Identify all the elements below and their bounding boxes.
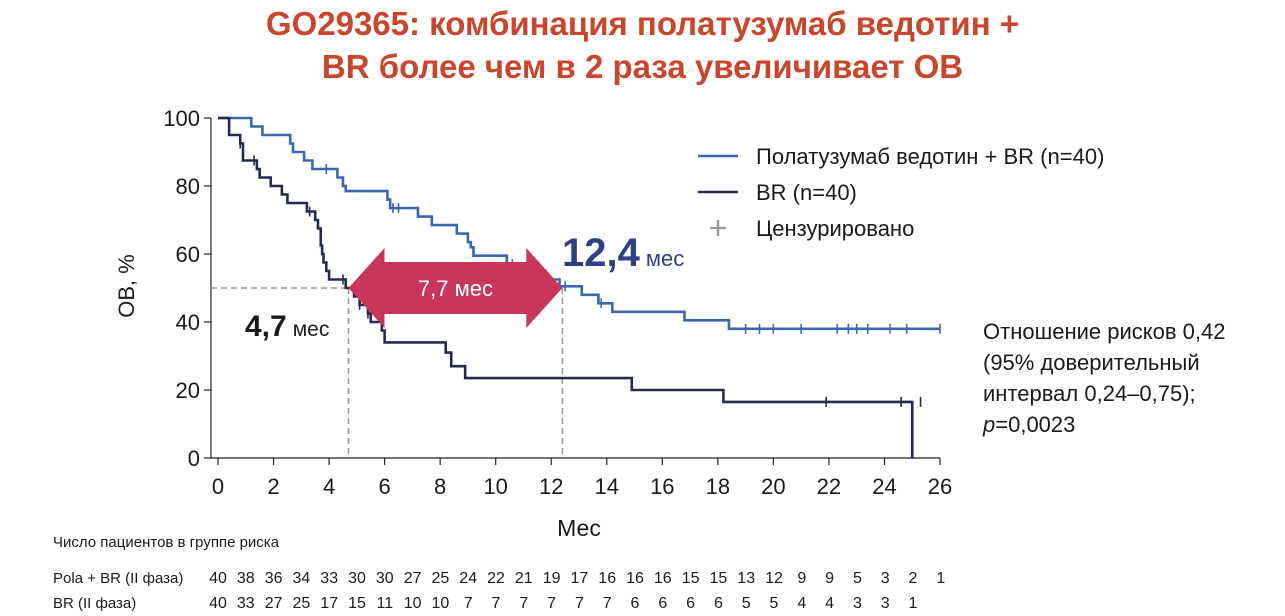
- pola-br-curve: [218, 116, 940, 331]
- y-tick-label: 60: [176, 242, 200, 267]
- median-br-value: 4,7: [245, 310, 287, 343]
- hazard-line-3: интервал 0,24–0,75);: [983, 381, 1196, 406]
- legend-item-label: BR (n=40): [756, 180, 857, 205]
- difference-label: 7,7 мес: [418, 276, 493, 301]
- risk-table-title: Число пациентов в группе риска: [53, 534, 280, 551]
- y-tick-label: 40: [176, 310, 200, 335]
- x-tick-label: 22: [817, 474, 841, 499]
- median-br-unit: мес: [293, 318, 330, 341]
- x-tick-label: 18: [706, 474, 730, 499]
- chart-title: GO29365: комбинация полатузумаб ведотин …: [0, 2, 1285, 88]
- difference-arrow: [348, 248, 563, 328]
- x-tick-label: 6: [378, 474, 390, 499]
- legend: Полатузумаб ведотин + BR (n=40) BR (n=40)…: [698, 144, 1104, 241]
- y-tick-label: 20: [176, 378, 200, 403]
- x-tick-label: 16: [650, 474, 674, 499]
- hazard-line-1: Отношение рисков 0,42: [983, 319, 1226, 344]
- difference-arrow-group: 7,7 мес: [348, 248, 563, 328]
- x-tick-label: 2: [267, 474, 279, 499]
- chart-title-line-1: GO29365: комбинация полатузумаб ведотин …: [265, 5, 1020, 42]
- hazard-ratio-block: Отношение рисков 0,42 (95% доверительный…: [983, 316, 1226, 440]
- chart-title-line-2: BR более чем в 2 раза увеличивает ОВ: [321, 48, 964, 85]
- x-tick-label: 20: [761, 474, 785, 499]
- x-tick-label: 26: [928, 474, 952, 499]
- hazard-line-2: (95% доверительный: [983, 350, 1200, 375]
- median-pola-unit: мес: [646, 246, 684, 271]
- y-tick-label: 80: [176, 174, 200, 199]
- x-tick-label: 24: [872, 474, 896, 499]
- x-axis-label: Мес: [557, 515, 601, 541]
- p-letter: p: [983, 412, 996, 437]
- legend-item-label: Полатузумаб ведотин + BR (n=40): [756, 144, 1104, 169]
- x-tick-label: 4: [323, 474, 335, 499]
- x-tick-label: 14: [595, 474, 619, 499]
- x-tick-label: 0: [212, 474, 224, 499]
- x-tick-label: 12: [539, 474, 563, 499]
- hazard-p-value: p=0,0023: [983, 409, 1226, 440]
- median-pola-label: 12,4 мес: [562, 231, 684, 275]
- median-br-label: 4,7 мес: [245, 310, 329, 343]
- y-axis-label: ОВ, %: [114, 254, 139, 318]
- x-tick-label: 8: [434, 474, 446, 499]
- median-pola-value: 12,4: [562, 231, 641, 275]
- legend-item-label: Цензурировано: [756, 216, 914, 241]
- x-tick-label: 10: [483, 474, 507, 499]
- y-tick-label: 0: [188, 446, 200, 471]
- br-curve: [218, 116, 914, 458]
- p-value-text: =0,0023: [995, 412, 1076, 437]
- survival-curves: [218, 116, 941, 458]
- y-tick-label: 100: [163, 106, 200, 131]
